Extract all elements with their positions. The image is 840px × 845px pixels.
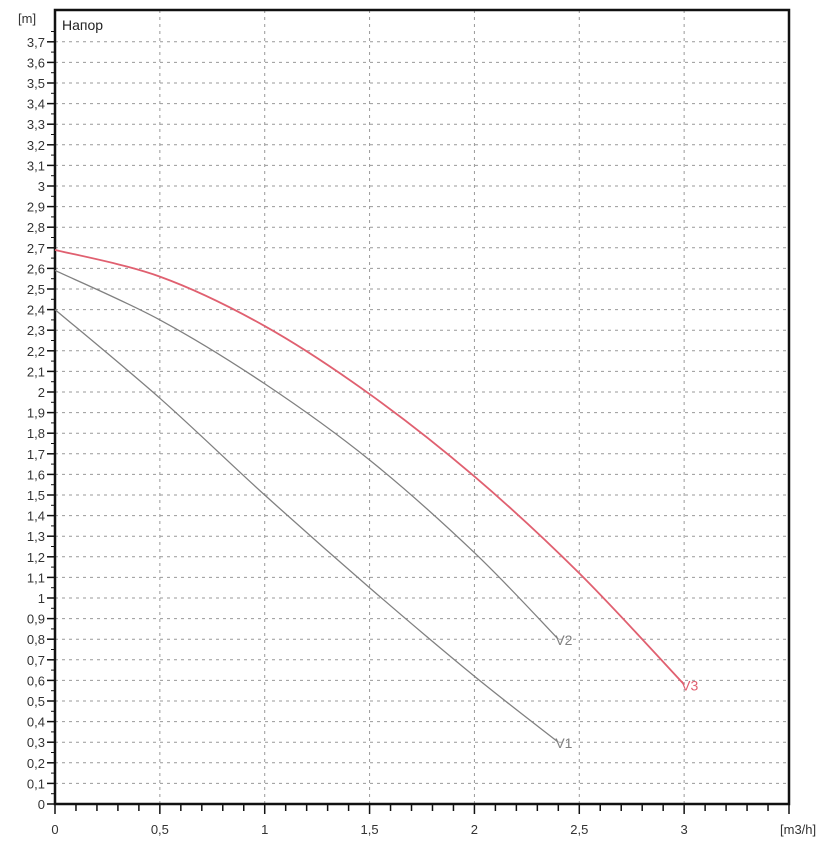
y-tick-label: 2,3 bbox=[27, 323, 45, 338]
y-tick-label: 0,2 bbox=[27, 756, 45, 771]
y-tick-label: 3,2 bbox=[27, 138, 45, 153]
y-tick-label: 1,2 bbox=[27, 550, 45, 565]
y-tick-label: 1,4 bbox=[27, 509, 45, 524]
series-line-v2 bbox=[54, 269, 559, 640]
y-tick-label: 3,4 bbox=[27, 97, 45, 112]
x-tick-label: 1,5 bbox=[361, 822, 379, 837]
y-tick-label: 1,5 bbox=[27, 488, 45, 503]
x-tick-label: 3 bbox=[681, 822, 688, 837]
y-tick-label: 2,4 bbox=[27, 303, 45, 318]
series-label-v2: V2 bbox=[555, 632, 572, 648]
series-line-v1 bbox=[54, 309, 559, 743]
y-tick-label: 0 bbox=[38, 797, 45, 812]
y-tick-label: 0,3 bbox=[27, 735, 45, 750]
y-tick-label: 2 bbox=[38, 385, 45, 400]
axis-ticks: 0 0,1 0,2 0,3 0,4 0,5 0,6 0,7 0,8 0,9 1 1,1 1,2 1,3 1,… bbox=[27, 31, 790, 837]
y-tick-label: 3,5 bbox=[27, 76, 45, 91]
plot-frame bbox=[53, 8, 791, 806]
y-tick-label: 2,6 bbox=[27, 261, 45, 276]
x-tick-label: 2 bbox=[471, 822, 478, 837]
y-tick-label: 3,7 bbox=[27, 35, 45, 50]
x-tick-label: 2,5 bbox=[570, 822, 588, 837]
y-tick-label: 3 bbox=[38, 179, 45, 194]
y-tick-label: 1,8 bbox=[27, 426, 45, 441]
y-tick-label: 3,3 bbox=[27, 117, 45, 132]
y-tick-label: 0,8 bbox=[27, 632, 45, 647]
y-tick-label: 0,5 bbox=[27, 694, 45, 709]
y-tick-label: 0,7 bbox=[27, 653, 45, 668]
y-tick-label: 2,9 bbox=[27, 200, 45, 215]
y-tick-label: 1,9 bbox=[27, 406, 45, 421]
series-label-v1: V1 bbox=[555, 735, 572, 751]
y-tick-label: 0,1 bbox=[27, 776, 45, 791]
y-tick-label: 2,2 bbox=[27, 344, 45, 359]
y-tick-label: 1,3 bbox=[27, 529, 45, 544]
y-tick-label: 2,8 bbox=[27, 220, 45, 235]
x-tick-label: 0,5 bbox=[151, 822, 169, 837]
y-tick-label: 1,6 bbox=[27, 467, 45, 482]
x-axis-label: [m3/h] bbox=[780, 822, 816, 837]
y-tick-label: 3,1 bbox=[27, 158, 45, 173]
series-group: V1 V2 V3 bbox=[54, 248, 698, 751]
y-tick-label: 0,9 bbox=[27, 612, 45, 627]
y-tick-label: 3,6 bbox=[27, 55, 45, 70]
series-line-v3 bbox=[54, 248, 685, 686]
y-tick-label: 2,1 bbox=[27, 364, 45, 379]
y-tick-label: 0,4 bbox=[27, 715, 45, 730]
y-tick-label: 1,7 bbox=[27, 447, 45, 462]
grid bbox=[55, 10, 789, 804]
chart-title: Напор bbox=[62, 17, 103, 33]
series-label-v3: V3 bbox=[681, 678, 698, 694]
y-tick-label: 1 bbox=[38, 591, 45, 606]
y-axis-label: [m] bbox=[18, 11, 36, 26]
y-tick-label: 1,1 bbox=[27, 570, 45, 585]
y-tick-label: 0,6 bbox=[27, 673, 45, 688]
y-tick-label: 2,5 bbox=[27, 282, 45, 297]
x-tick-label: 0 bbox=[51, 822, 58, 837]
x-tick-label: 1 bbox=[261, 822, 268, 837]
y-tick-label: 2,7 bbox=[27, 241, 45, 256]
